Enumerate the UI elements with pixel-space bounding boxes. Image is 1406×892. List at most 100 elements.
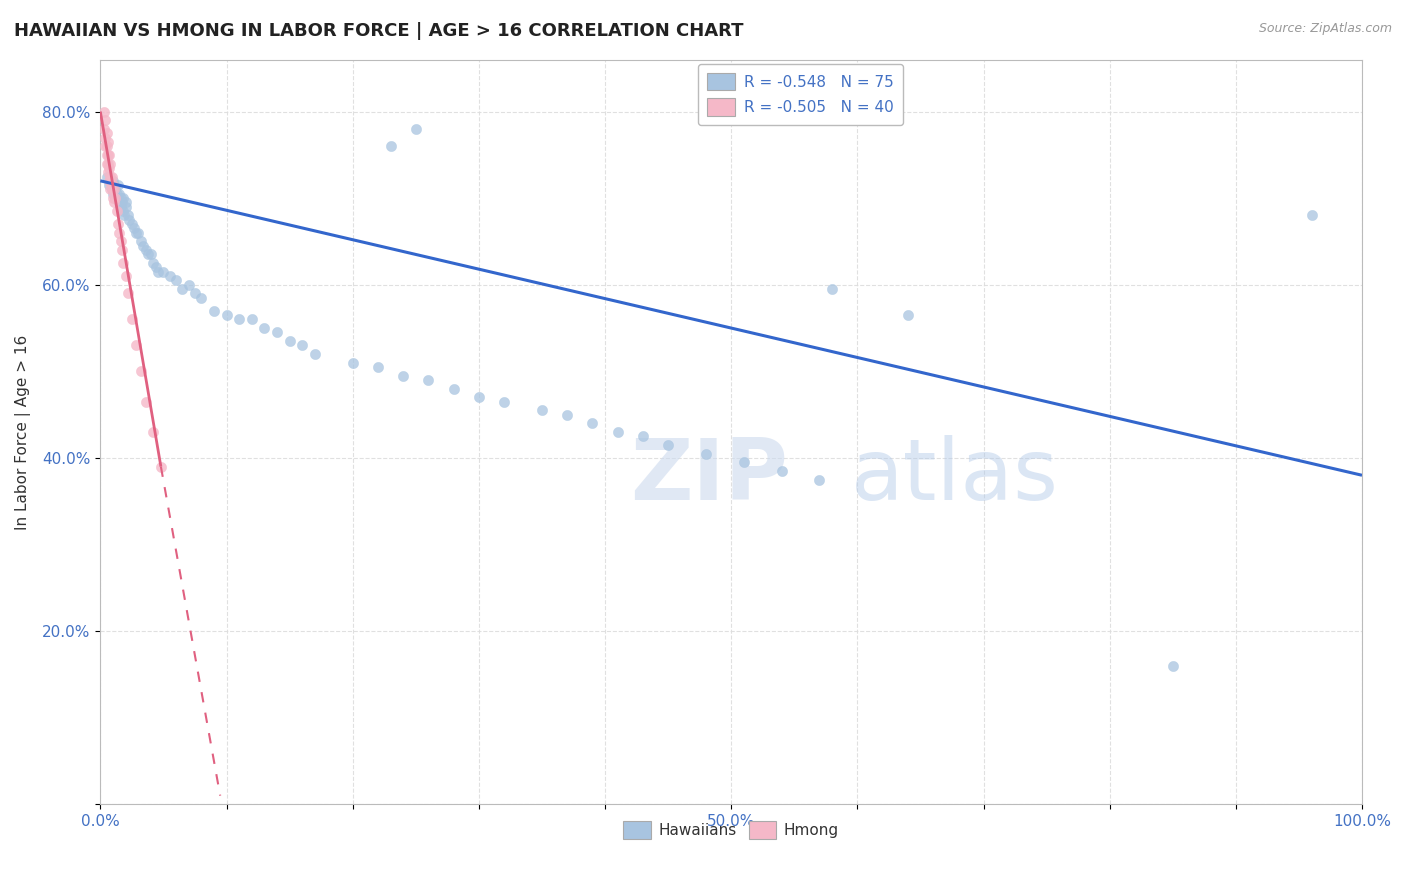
Point xyxy=(118,212,141,227)
Point xyxy=(897,308,920,322)
Point xyxy=(124,226,146,240)
Point xyxy=(117,286,139,301)
Point xyxy=(124,221,146,235)
Point xyxy=(97,148,120,162)
Point xyxy=(135,243,157,257)
Point xyxy=(172,282,194,296)
Point xyxy=(112,204,135,219)
Point xyxy=(159,269,181,284)
Point xyxy=(202,303,225,318)
Point xyxy=(96,148,118,162)
Point xyxy=(112,256,135,270)
Point xyxy=(108,186,131,201)
Point xyxy=(104,191,127,205)
Point xyxy=(695,447,717,461)
Point xyxy=(103,195,125,210)
Point xyxy=(129,364,152,378)
Point xyxy=(101,191,124,205)
Point xyxy=(129,235,152,249)
Point xyxy=(98,174,121,188)
Point xyxy=(112,191,135,205)
Point xyxy=(142,425,165,439)
Point xyxy=(96,126,118,140)
Point xyxy=(215,308,238,322)
Point xyxy=(124,338,146,352)
Point xyxy=(93,121,115,136)
Point xyxy=(468,390,491,404)
Point xyxy=(733,455,755,469)
Point xyxy=(114,195,136,210)
Point xyxy=(93,104,115,119)
Point xyxy=(184,286,207,301)
Point xyxy=(107,191,129,205)
Point xyxy=(405,121,427,136)
Point xyxy=(94,139,117,153)
Point xyxy=(121,217,143,231)
Point xyxy=(94,113,117,128)
Point xyxy=(149,459,172,474)
Point xyxy=(530,403,553,417)
Point xyxy=(104,191,127,205)
Point xyxy=(821,282,844,296)
Legend: Hawaiians, Hmong: Hawaiians, Hmong xyxy=(617,815,845,845)
Point xyxy=(101,174,124,188)
Point xyxy=(108,195,131,210)
Point xyxy=(135,394,157,409)
Point xyxy=(100,182,122,196)
Point xyxy=(101,178,124,193)
Point xyxy=(110,235,132,249)
Point xyxy=(97,135,120,149)
Point xyxy=(114,200,136,214)
Point xyxy=(100,182,122,196)
Point xyxy=(1161,658,1184,673)
Point xyxy=(555,408,578,422)
Point xyxy=(145,260,167,275)
Point xyxy=(278,334,301,348)
Point xyxy=(103,182,125,196)
Point xyxy=(110,191,132,205)
Point xyxy=(148,265,170,279)
Point xyxy=(494,394,516,409)
Point xyxy=(418,373,440,387)
Text: Source: ZipAtlas.com: Source: ZipAtlas.com xyxy=(1258,22,1392,36)
Point xyxy=(94,130,117,145)
Point xyxy=(770,464,793,478)
Point xyxy=(342,356,364,370)
Point xyxy=(114,269,136,284)
Point xyxy=(142,256,165,270)
Point xyxy=(111,195,134,210)
Point xyxy=(110,200,132,214)
Point xyxy=(380,139,402,153)
Point xyxy=(101,186,124,201)
Point xyxy=(100,156,122,170)
Point xyxy=(304,347,326,361)
Point xyxy=(96,169,118,184)
Point xyxy=(121,312,143,326)
Point xyxy=(165,273,187,287)
Point xyxy=(96,156,118,170)
Text: HAWAIIAN VS HMONG IN LABOR FORCE | AGE > 16 CORRELATION CHART: HAWAIIAN VS HMONG IN LABOR FORCE | AGE >… xyxy=(14,22,744,40)
Point xyxy=(96,139,118,153)
Text: atlas: atlas xyxy=(851,435,1059,518)
Y-axis label: In Labor Force | Age > 16: In Labor Force | Age > 16 xyxy=(15,334,31,530)
Point xyxy=(240,312,263,326)
Point xyxy=(127,226,149,240)
Point xyxy=(808,473,831,487)
Point xyxy=(101,178,124,193)
Point xyxy=(291,338,314,352)
Point xyxy=(107,217,129,231)
Point xyxy=(367,359,389,374)
Point xyxy=(100,169,122,184)
Point xyxy=(190,291,212,305)
Point xyxy=(139,247,162,261)
Point xyxy=(631,429,654,443)
Point xyxy=(136,247,159,261)
Point xyxy=(443,382,465,396)
Point xyxy=(177,277,200,292)
Point xyxy=(100,169,122,184)
Point xyxy=(108,226,131,240)
Point xyxy=(98,178,121,193)
Point xyxy=(107,178,129,193)
Point xyxy=(105,204,128,219)
Point xyxy=(253,321,276,335)
